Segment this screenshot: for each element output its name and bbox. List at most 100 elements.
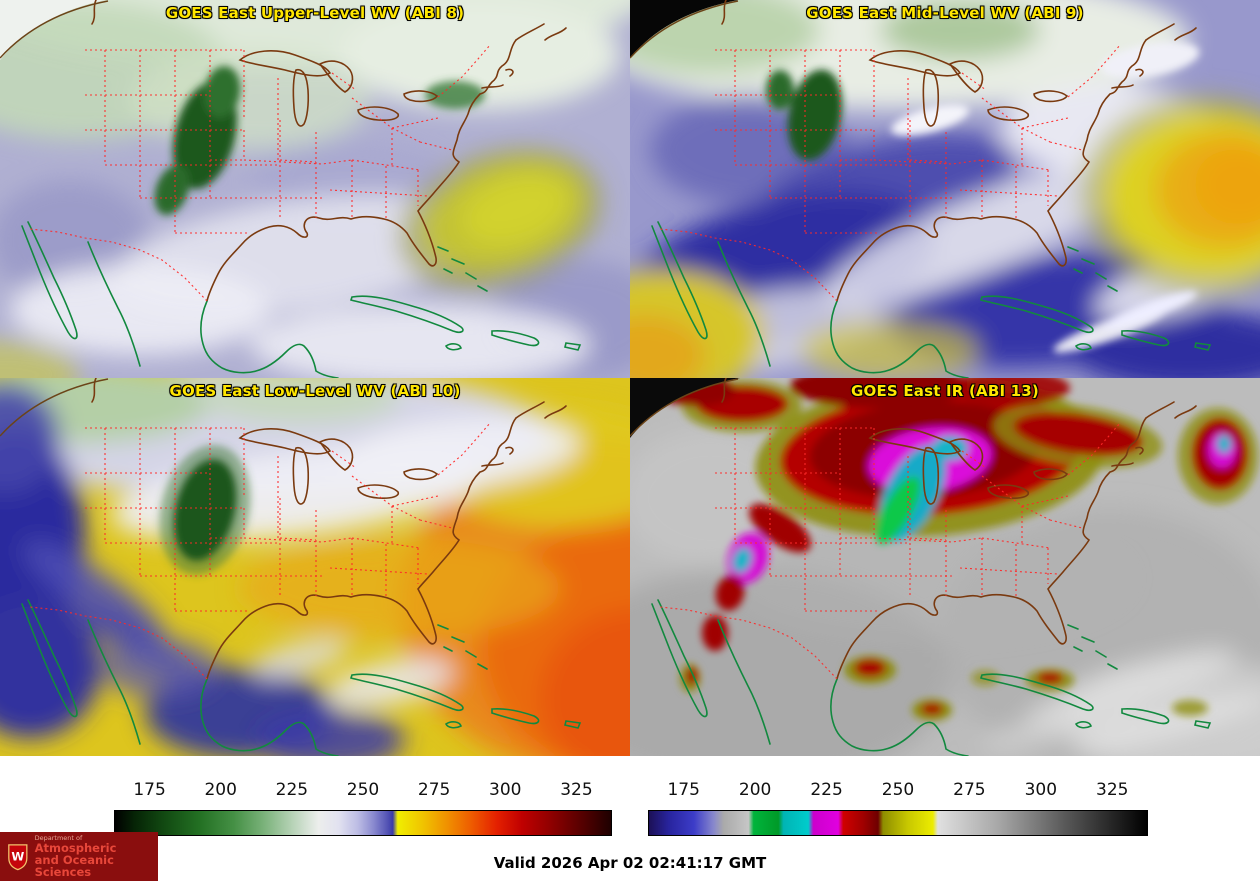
political-borders [29, 44, 491, 302]
puerto-rico [1194, 720, 1212, 729]
lake-ontario [403, 90, 439, 103]
canada-border [715, 44, 1121, 98]
map-edge-arc [630, 378, 739, 437]
political-borders [29, 422, 491, 680]
map-overlay [0, 0, 582, 378]
mexico-border [29, 228, 208, 302]
coastline-mexico-caribbean [651, 221, 1212, 378]
lake-superior [868, 428, 962, 455]
hispaniola [1121, 330, 1170, 347]
political-borders [659, 422, 1121, 680]
coastline-mexico-caribbean [651, 599, 1212, 756]
canada-border [85, 44, 491, 98]
lake-huron [318, 60, 354, 93]
map-overlay-slot [0, 378, 630, 756]
map-edge-arc [630, 0, 739, 59]
baja-california [21, 599, 78, 718]
bahamas [1067, 246, 1118, 292]
mexico-border [29, 606, 208, 680]
baja-california [651, 221, 708, 340]
lake-huron [948, 438, 984, 471]
map-overlay-slot [630, 0, 1260, 378]
mexico-border [659, 228, 838, 302]
panel-infrared: GOES East IR (ABI 13) [630, 378, 1260, 756]
panel-title-abi9: GOES East Mid-Level WV (ABI 9) [806, 4, 1084, 22]
colorbar-infrared: 175 200 225 250 275 300 325 [648, 780, 1148, 836]
lake-michigan [922, 446, 940, 505]
map-overlay-slot [0, 0, 630, 378]
lake-michigan [292, 68, 310, 127]
lake-ontario [403, 468, 439, 481]
puerto-rico [564, 342, 582, 351]
map-overlay [630, 0, 1212, 378]
tick-label: 325 [560, 780, 593, 800]
mexico-border [659, 606, 838, 680]
tick-label: 250 [881, 780, 915, 800]
hispaniola [491, 330, 540, 347]
logo-name-line2: and Oceanic Sciences [34, 853, 114, 880]
panel-upper-level-wv: GOES East Upper-Level WV (ABI 8) [0, 0, 630, 378]
cuba [349, 295, 464, 334]
canada-border [85, 422, 491, 476]
hispaniola [491, 708, 540, 725]
svg-text:W: W [11, 849, 24, 863]
tick-label: 325 [1096, 780, 1129, 800]
jamaica [444, 721, 462, 729]
panel-mid-level-wv: GOES East Mid-Level WV (ABI 9) [630, 0, 1260, 378]
baja-california [651, 599, 708, 718]
coastline-mexico-caribbean [21, 221, 582, 378]
uw-aos-logo: W Department of Atmospheric and Oceanic … [0, 832, 158, 881]
map-edge-arc [0, 0, 109, 59]
lake-erie [987, 106, 1030, 121]
lake-erie [357, 106, 400, 121]
bahamas [1067, 624, 1118, 670]
colorbar-ir-gradient [648, 810, 1148, 836]
colorbar-ir-ticks: 175 200 225 250 275 300 325 [648, 780, 1148, 804]
cuba [349, 673, 464, 712]
map-overlay [0, 378, 582, 756]
lake-huron [948, 60, 984, 93]
colorbar-water-vapor: 175 200 225 250 275 300 325 [114, 780, 612, 836]
political-borders [659, 44, 1121, 302]
map-overlay-slot [630, 378, 1260, 756]
lake-superior [868, 50, 962, 77]
tick-label: 250 [346, 780, 380, 800]
puerto-rico [1194, 342, 1212, 351]
logo-department-line: Department of [34, 833, 83, 842]
panel-title-abi10: GOES East Low-Level WV (ABI 10) [169, 382, 461, 400]
panel-title-abi8: GOES East Upper-Level WV (ABI 8) [165, 4, 465, 22]
coastline-mexico-caribbean [21, 599, 582, 756]
tick-label: 225 [810, 780, 843, 800]
lake-erie [987, 484, 1030, 499]
tick-label: 300 [1024, 780, 1058, 800]
map-edge-arc [0, 378, 109, 437]
footer: 175 200 225 250 275 300 325 175 200 225 … [0, 756, 1260, 881]
tick-label: 300 [489, 780, 522, 800]
cuba [979, 673, 1094, 712]
coastline-us [91, 0, 567, 302]
tick-label: 175 [667, 780, 700, 800]
panel-title-abi13: GOES East IR (ABI 13) [850, 382, 1039, 400]
baja-california [21, 221, 78, 340]
canada-border [715, 422, 1121, 476]
jamaica [1074, 721, 1092, 729]
panel-low-level-wv: GOES East Low-Level WV (ABI 10) [0, 378, 630, 756]
lake-michigan [922, 68, 940, 127]
puerto-rico [564, 720, 582, 729]
uw-crest-icon: W [8, 843, 28, 870]
logo-name-line1: Atmospheric [34, 841, 117, 856]
lake-erie [357, 484, 400, 499]
colorbar-wv-ticks: 175 200 225 250 275 300 325 [114, 780, 612, 804]
tick-label: 275 [953, 780, 986, 800]
valid-time-label: Valid 2026 Apr 02 02:41:17 GMT [493, 854, 767, 872]
lake-ontario [1033, 468, 1069, 481]
tick-label: 200 [204, 780, 237, 800]
tick-label: 275 [417, 780, 451, 800]
lake-superior [238, 50, 332, 77]
coastline-us [91, 378, 567, 680]
coastline-us [721, 378, 1197, 680]
lake-ontario [1033, 90, 1069, 103]
logo-text: Department of Atmospheric and Oceanic Sc… [34, 833, 151, 880]
lake-huron [318, 438, 354, 471]
